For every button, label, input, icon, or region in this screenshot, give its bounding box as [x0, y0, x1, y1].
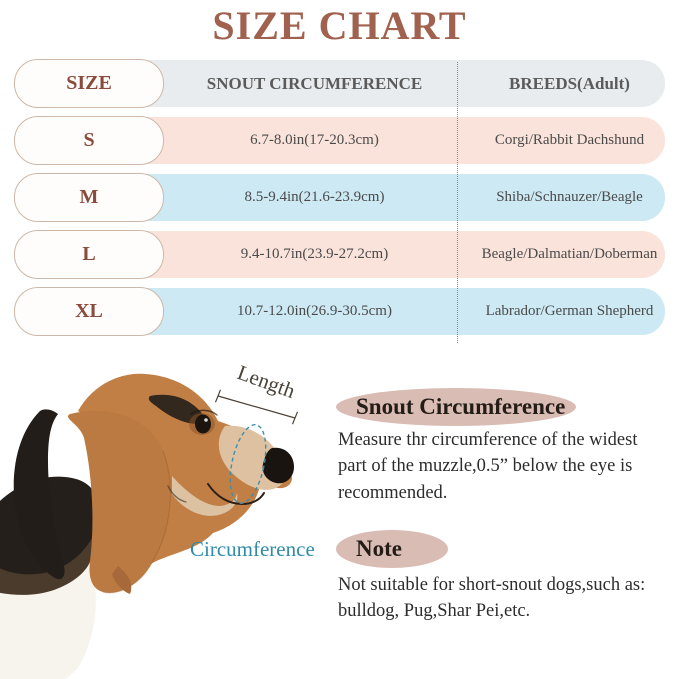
- svg-text:Circumference: Circumference: [190, 537, 315, 561]
- svg-text:Length: Length: [234, 360, 299, 403]
